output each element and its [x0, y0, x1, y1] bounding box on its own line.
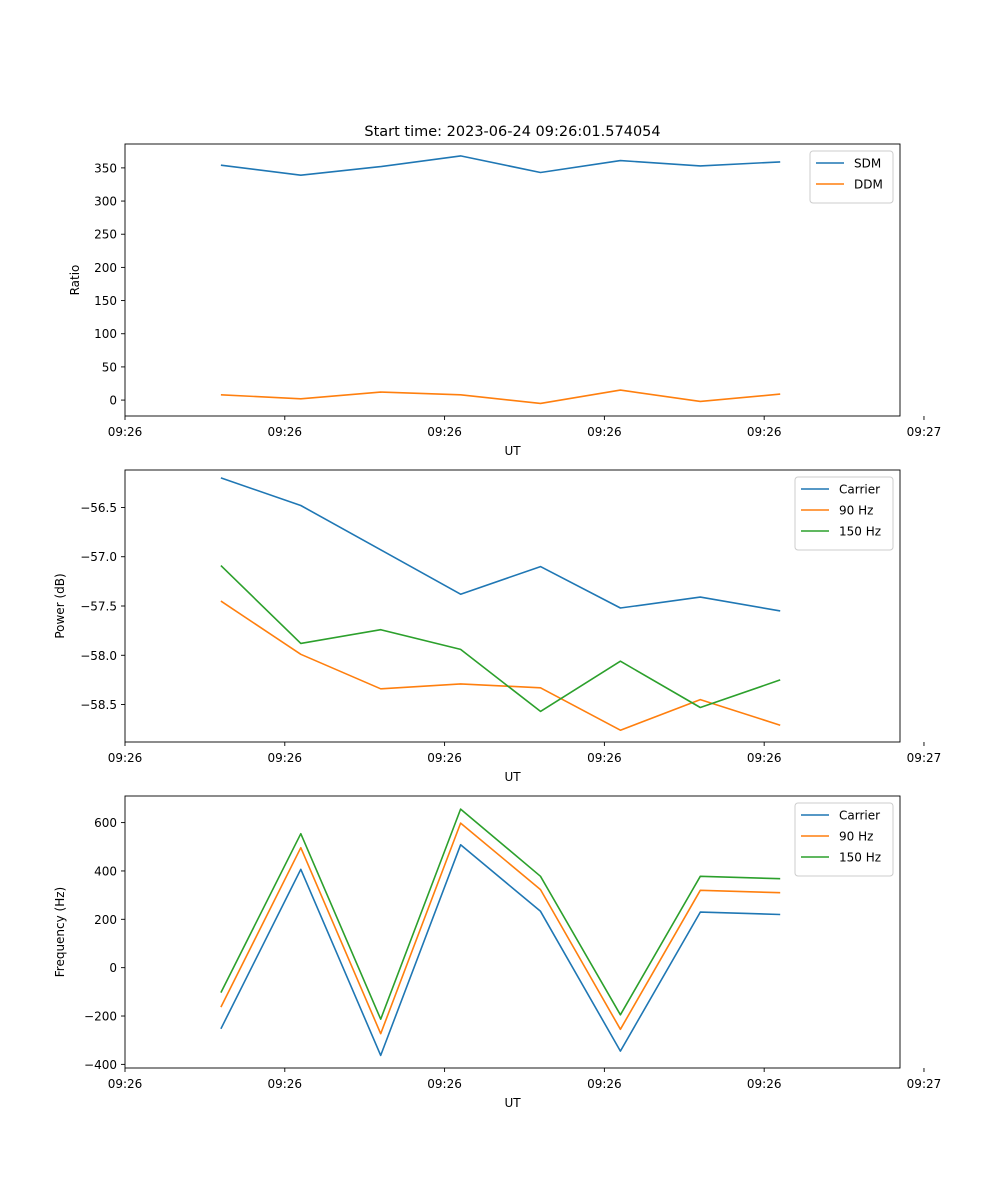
x-tick-label: 09:26 [267, 425, 302, 439]
y-tick-label: 300 [94, 195, 117, 209]
axes-frame [124, 143, 901, 417]
y-tick-label: 200 [94, 913, 117, 927]
legend-label: Carrier [839, 483, 880, 497]
y-tick-label: −58.5 [80, 698, 117, 712]
y-tick-label: 0 [109, 961, 117, 975]
x-tick-label: 09:26 [427, 751, 462, 765]
x-tick-label: 09:26 [747, 751, 782, 765]
x-tick-label: 09:27 [907, 1077, 942, 1091]
legend: Carrier 90 Hz 150 Hz [794, 476, 894, 551]
y-tick-label: −200 [84, 1010, 117, 1024]
y-tick-label: −400 [84, 1058, 117, 1072]
series-line-1-2 [220, 389, 781, 405]
y-axis-label: Power (dB) [53, 573, 67, 638]
y-axis-label: Frequency (Hz) [53, 887, 67, 978]
subplot-2: 09:26 09:26 09:26 09:26 09:26 09:27 −58.5 −58.0… [53, 469, 942, 784]
x-tick-label: 09:27 [907, 425, 942, 439]
legend: SDM DDM [809, 150, 894, 204]
series-line-3-3 [220, 808, 781, 1021]
legend-label: 90 Hz [839, 504, 873, 518]
y-tick-label: −57.5 [80, 600, 117, 614]
subplot-1: 09:26 09:26 09:26 09:26 09:26 09:27 0 50 100 150 2… [68, 143, 942, 458]
y-tick-label: 0 [109, 394, 117, 408]
x-tick-label: 09:26 [267, 1077, 302, 1091]
x-tick-label: 09:26 [427, 425, 462, 439]
legend-box [809, 150, 894, 204]
x-axis-label: UT [504, 444, 521, 458]
y-axis-label: Ratio [68, 265, 82, 296]
series-line-3-2 [220, 822, 781, 1035]
series-line-2-2 [220, 600, 781, 732]
x-axis-label: UT [504, 1096, 521, 1110]
figure-title: Start time: 2023-06-24 09:26:01.574054 [364, 124, 660, 140]
x-tick-label: 09:27 [907, 751, 942, 765]
x-tick-label: 09:26 [587, 425, 622, 439]
x-tick-label: 09:26 [108, 1077, 143, 1091]
y-tick-label: 200 [94, 261, 117, 275]
legend-label: 150 Hz [839, 525, 881, 539]
legend: Carrier 90 Hz 150 Hz [794, 802, 894, 877]
legend-label: Carrier [839, 809, 880, 823]
series-line-3-1 [220, 843, 781, 1057]
legend-label: DDM [854, 178, 883, 192]
x-tick-label: 09:26 [587, 1077, 622, 1091]
y-tick-label: 150 [94, 294, 117, 308]
x-tick-label: 09:26 [747, 425, 782, 439]
axes-frame [124, 795, 901, 1069]
y-tick-label: 250 [94, 228, 117, 242]
y-tick-label: −57.0 [80, 550, 117, 564]
y-tick-label: 400 [94, 864, 117, 878]
y-tick-label: 100 [94, 327, 117, 341]
subplot-3: 09:26 09:26 09:26 09:26 09:26 09:27 −400 −200 0 2… [53, 795, 942, 1110]
legend-label: 150 Hz [839, 851, 881, 865]
y-tick-label: 600 [94, 816, 117, 830]
x-tick-label: 09:26 [747, 1077, 782, 1091]
y-tick-label: 50 [102, 360, 117, 374]
x-tick-label: 09:26 [108, 425, 143, 439]
x-tick-label: 09:26 [108, 751, 143, 765]
y-tick-label: 350 [94, 161, 117, 175]
y-tick-label: −58.0 [80, 649, 117, 663]
axes-frame [124, 469, 901, 743]
x-axis-label: UT [504, 770, 521, 784]
series-line-2-1 [220, 477, 781, 612]
x-tick-label: 09:26 [587, 751, 622, 765]
legend-label: 90 Hz [839, 830, 873, 844]
y-tick-label: −56.5 [80, 501, 117, 515]
legend-label: SDM [854, 157, 881, 171]
series-line-2-3 [220, 565, 781, 713]
x-tick-label: 09:26 [267, 751, 302, 765]
series-line-1-1 [220, 155, 781, 176]
x-tick-label: 09:26 [427, 1077, 462, 1091]
